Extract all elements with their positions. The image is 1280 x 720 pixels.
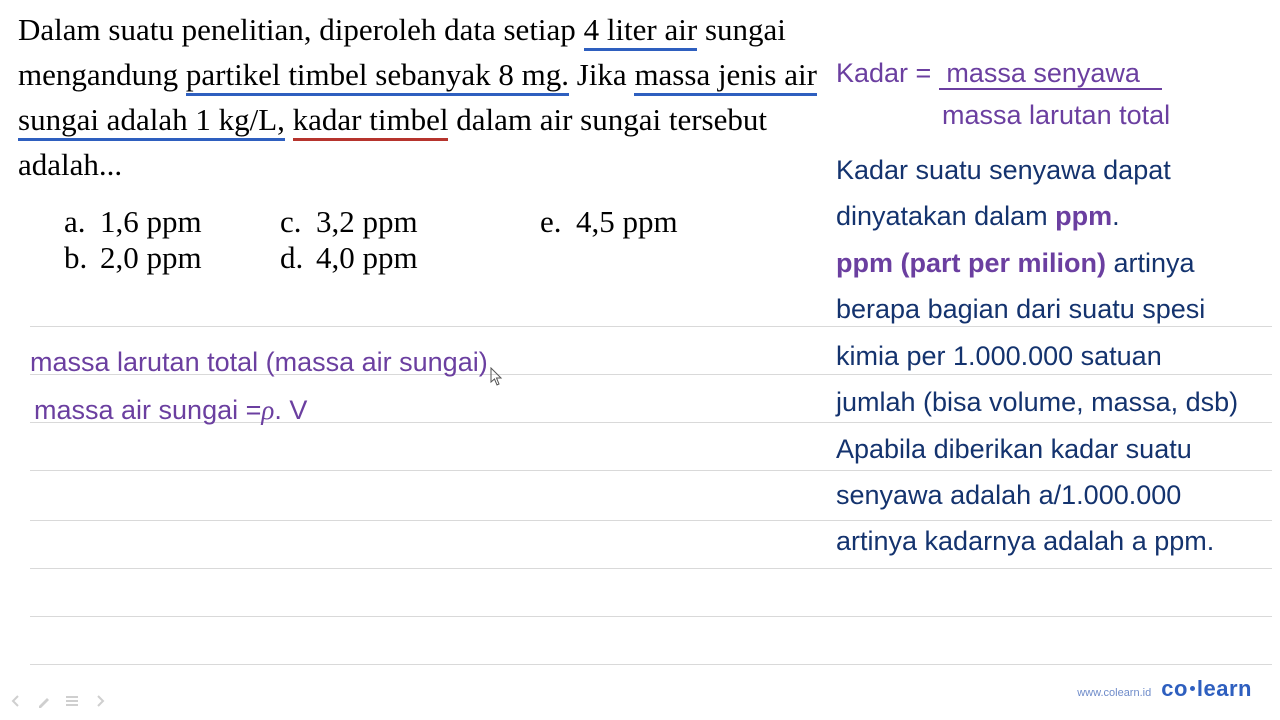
footer-url: www.colearn.id xyxy=(1077,687,1151,699)
work-line-2: massa air sungai = ρ . V xyxy=(30,386,790,434)
rule-line xyxy=(30,616,1272,617)
formula-numerator-text: massa senyawa xyxy=(946,58,1140,88)
explain-text: . xyxy=(1112,201,1120,231)
solution-work: massa larutan total (massa air sungai) m… xyxy=(30,338,790,434)
option-a: a. 1,6 ppm xyxy=(64,204,280,240)
brand-left: co xyxy=(1161,676,1188,701)
question-seg: 4 liter air xyxy=(584,12,698,51)
option-c: c. 3,2 ppm xyxy=(280,204,540,240)
question-seg: partikel timbel sebanyak 8 mg. xyxy=(186,57,569,96)
question-seg xyxy=(285,102,293,137)
option-letter: c. xyxy=(280,204,316,240)
option-b: b. 2,0 ppm xyxy=(64,240,280,276)
work-rho: ρ xyxy=(261,395,274,426)
explain-text: dinyatakan dalam xyxy=(836,201,1055,231)
option-letter: a. xyxy=(64,204,100,240)
explain-line: ppm (part per milion) artinya xyxy=(836,240,1266,286)
option-value: 2,0 ppm xyxy=(100,240,280,276)
formula-top: Kadar = massa senyawa xyxy=(836,50,1266,96)
explain-em: ppm xyxy=(1055,201,1112,231)
explain-text: artinya xyxy=(1106,248,1195,278)
formula-lhs: Kadar = xyxy=(836,58,931,88)
question-seg: kadar timbel xyxy=(293,102,449,141)
question-text: Dalam suatu penelitian, diperoleh data s… xyxy=(18,8,830,188)
explain-line: berapa bagian dari suatu spesi xyxy=(836,286,1266,332)
arrow-left-icon[interactable] xyxy=(8,693,24,714)
option-d: d. 4,0 ppm xyxy=(280,240,540,276)
explain-line: jumlah (bisa volume, massa, dsb) xyxy=(836,379,1266,425)
arrow-right-icon[interactable] xyxy=(92,693,108,714)
formula-denominator: massa larutan total xyxy=(836,92,1266,138)
rule-line xyxy=(30,568,1272,569)
explain-line: kimia per 1.000.000 satuan xyxy=(836,333,1266,379)
brand-dot-icon xyxy=(1190,686,1195,691)
explain-em: ppm (part per milion) xyxy=(836,248,1106,278)
option-letter: d. xyxy=(280,240,316,276)
menu-icon[interactable] xyxy=(64,693,80,714)
question-seg: Jika xyxy=(569,57,634,92)
rule-line xyxy=(30,664,1272,665)
option-value: 1,6 ppm xyxy=(100,204,280,240)
pen-icon[interactable] xyxy=(36,693,52,714)
option-letter: b. xyxy=(64,240,100,276)
work-line-1: massa larutan total (massa air sungai) xyxy=(30,338,790,386)
option-e: e. 4,5 ppm xyxy=(540,204,780,240)
question-seg: Dalam suatu penelitian, diperoleh data s… xyxy=(18,12,584,47)
explain-line: Kadar suatu senyawa dapat xyxy=(836,147,1266,193)
formula-numerator: massa senyawa xyxy=(939,58,1163,90)
option-value: 4,0 ppm xyxy=(316,240,496,276)
work-text: . V xyxy=(274,395,307,426)
presenter-toolbar xyxy=(8,693,108,714)
explanation-panel: Kadar = massa senyawa massa larutan tota… xyxy=(836,50,1266,565)
explain-line: dinyatakan dalam ppm. xyxy=(836,193,1266,239)
explanation-text: Kadar suatu senyawa dapat dinyatakan dal… xyxy=(836,147,1266,565)
option-value: 3,2 ppm xyxy=(316,204,496,240)
brand-logo: colearn xyxy=(1161,676,1252,702)
explain-line: artinya kadarnya adalah a ppm. xyxy=(836,518,1266,564)
work-text: massa air sungai = xyxy=(34,395,261,426)
explain-line: senyawa adalah a/1.000.000 xyxy=(836,472,1266,518)
option-letter: e. xyxy=(540,204,576,240)
option-value: 4,5 ppm xyxy=(576,204,756,240)
explain-line: Apabila diberikan kadar suatu xyxy=(836,426,1266,472)
brand-right: learn xyxy=(1197,676,1252,701)
answer-options: a. 1,6 ppm c. 3,2 ppm e. 4,5 ppm b. 2,0 … xyxy=(64,204,780,276)
footer-branding: www.colearn.id colearn xyxy=(1077,676,1252,702)
